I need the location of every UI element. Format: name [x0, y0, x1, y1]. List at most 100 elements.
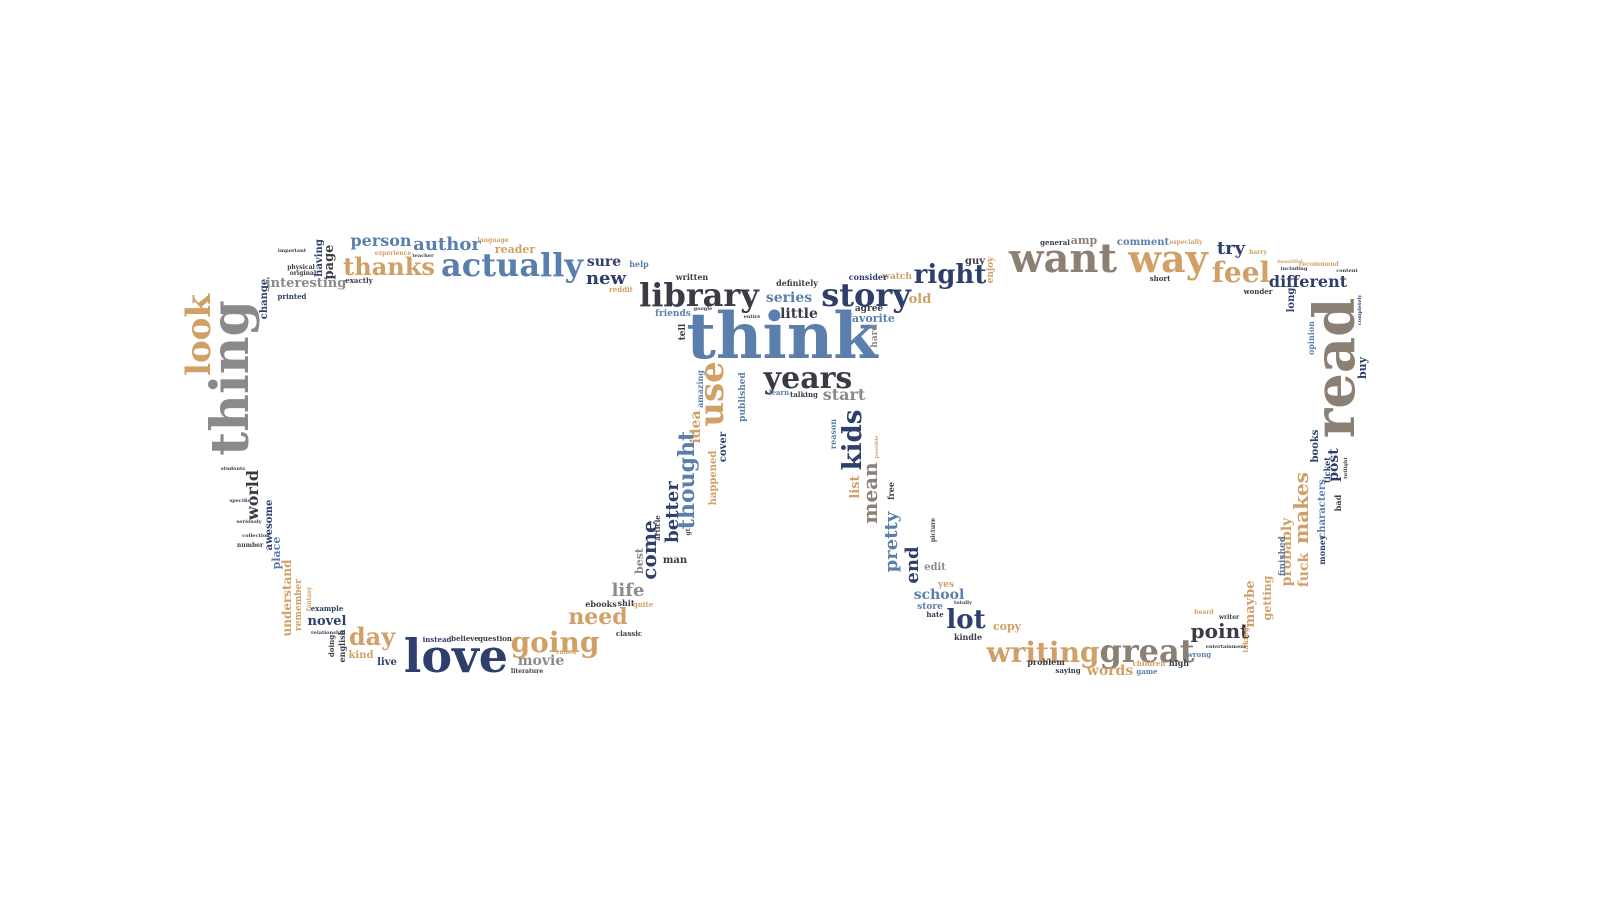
cloud-word-amp: amp	[1071, 234, 1098, 247]
cloud-word-definitely: definitely	[776, 278, 818, 288]
cloud-word-opinion: opinion	[1306, 321, 1316, 355]
cloud-word-help: help	[629, 259, 649, 269]
cloud-word-exactly: exactly	[345, 276, 373, 285]
cloud-word-saying: saying	[1055, 666, 1080, 675]
cloud-word-fuck: fuck	[1296, 552, 1312, 587]
cloud-word-favorite: favorite	[847, 312, 895, 325]
cloud-word-amazing: amazing	[695, 370, 705, 408]
cloud-word-harry: harry	[1249, 249, 1268, 256]
cloud-word-thought: thought	[674, 430, 700, 529]
cloud-word-watch: watch	[881, 272, 912, 282]
cloud-word-completely: completely	[1357, 294, 1363, 326]
cloud-word-money: money	[1317, 535, 1327, 565]
cloud-word-want: want	[1008, 235, 1117, 282]
cloud-word-edit: edit	[924, 562, 946, 573]
cloud-word-lot: lot	[946, 605, 985, 635]
cloud-word-new: new	[586, 268, 627, 289]
cloud-word-number: number	[237, 542, 264, 549]
cloud-word-need: need	[568, 604, 627, 630]
cloud-word-best: best	[633, 547, 646, 574]
cloud-word-kind: kind	[349, 650, 374, 661]
cloud-word-man: man	[663, 555, 688, 566]
cloud-word-having: having	[314, 239, 325, 277]
cloud-word-place: place	[270, 537, 283, 570]
cloud-word-long: long	[1286, 288, 1297, 313]
cloud-word-ticket: ticket	[1322, 457, 1332, 483]
cloud-word-probably: probably	[1279, 517, 1295, 586]
cloud-word-consider: consider	[849, 272, 888, 282]
cloud-word-thanks: thanks	[343, 252, 435, 281]
cloud-word-written: written	[675, 272, 709, 282]
cloud-word-high: high	[1169, 658, 1189, 668]
cloud-word-quite: quite	[633, 600, 654, 609]
cloud-word-including: including	[1281, 266, 1308, 272]
cloud-word-picture: picture	[930, 518, 937, 542]
cloud-word-teacher: teacher	[412, 253, 434, 259]
cloud-word-years: years	[763, 361, 853, 396]
cloud-word-words: words	[1086, 663, 1134, 679]
cloud-word-day: day	[349, 622, 396, 651]
cloud-word-bad: bad	[1333, 494, 1343, 511]
cloud-word-children: children	[1133, 659, 1166, 668]
cloud-word-example: example	[311, 604, 344, 613]
cloud-word-post: post	[1326, 448, 1342, 482]
cloud-word-store: store	[917, 602, 943, 612]
cloud-word-entire: entire	[744, 314, 761, 320]
cloud-word-relationship: relationship	[311, 630, 345, 636]
cloud-word-way: way	[1127, 236, 1208, 281]
cloud-word-awesome: awesome	[264, 500, 275, 551]
cloud-word-buy: buy	[1356, 356, 1369, 379]
cloud-word-remember: remember	[294, 579, 304, 631]
cloud-word-printed: printed	[278, 292, 307, 301]
cloud-word-hard: hard	[870, 324, 880, 348]
cloud-word-yes: yes	[937, 580, 954, 590]
cloud-word-page: page	[322, 245, 337, 280]
cloud-word-happened: happened	[708, 451, 719, 506]
cloud-word-writer: writer	[1218, 614, 1240, 621]
cloud-word-reader: reader	[495, 243, 536, 256]
cloud-word-friends: friends	[655, 309, 691, 319]
cloud-word-wonder: wonder	[1243, 287, 1273, 296]
cloud-word-literature: literature	[511, 668, 543, 675]
cloud-word-think: think	[686, 299, 879, 374]
cloud-word-author: author	[413, 234, 481, 255]
cloud-word-original: original	[290, 270, 317, 277]
cloud-word-content: content	[1336, 268, 1358, 274]
cloud-word-article: article	[653, 515, 662, 541]
cloud-word-right: right	[914, 260, 987, 290]
cloud-word-look: look	[179, 293, 219, 376]
cloud-word-great: great	[1099, 632, 1194, 670]
cloud-word-cover: cover	[718, 431, 729, 462]
cloud-word-start: start	[823, 385, 866, 404]
cloud-word-shit: shit	[617, 598, 634, 608]
cloud-word-google: google	[694, 306, 713, 312]
cloud-word-use: use	[692, 361, 732, 427]
cloud-word-guy: guy	[965, 256, 986, 267]
cloud-word-copy: copy	[993, 620, 1022, 633]
cloud-word-language: language	[478, 237, 509, 244]
cloud-word-kids: kids	[838, 410, 868, 471]
cloud-word-little: little	[780, 306, 818, 322]
cloud-word-totally: totally	[954, 600, 973, 606]
cloud-word-better: better	[662, 481, 683, 543]
cloud-word-learn: learn	[769, 388, 789, 397]
cloud-word-comment: comment	[1117, 237, 1170, 248]
cloud-word-life: life	[612, 580, 645, 601]
cloud-word-actually: actually	[441, 246, 584, 284]
cloud-word-experience: experience	[375, 250, 412, 257]
cloud-word-fantasy: fantasy	[306, 586, 313, 611]
cloud-word-game: game	[1136, 667, 1158, 676]
cloud-word-hate: hate	[926, 610, 944, 619]
cloud-word-heard: heard	[1194, 609, 1214, 616]
cloud-word-taking: taking	[1241, 627, 1250, 652]
cloud-word-free: free	[886, 482, 896, 500]
cloud-word-possible: possible	[874, 436, 880, 459]
cloud-word-enjoy: enjoy	[986, 256, 996, 284]
cloud-word-called: called	[556, 649, 577, 656]
cloud-word-published: published	[738, 372, 748, 422]
cloud-word-instead: instead	[423, 635, 452, 644]
cloud-word-finished: finished	[1278, 535, 1288, 576]
cloud-word-love: love	[404, 629, 508, 683]
cloud-word-old: old	[909, 292, 932, 307]
cloud-word-thing: thing	[200, 300, 261, 456]
